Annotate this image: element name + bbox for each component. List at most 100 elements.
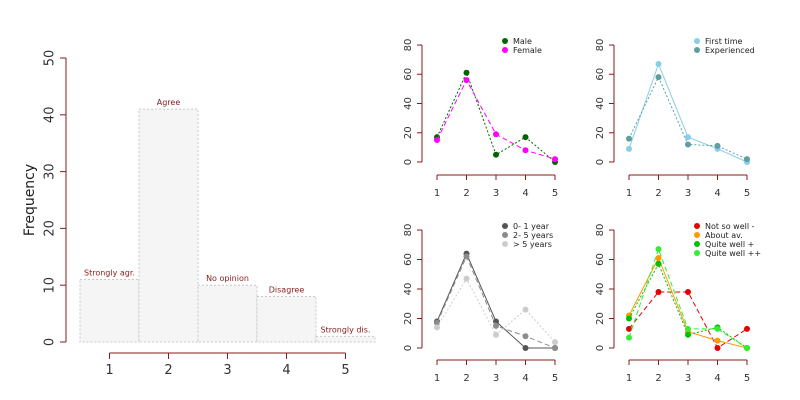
legend-label: 2- 5 years xyxy=(513,231,553,240)
data-point xyxy=(493,151,499,158)
data-point xyxy=(714,345,721,351)
y-tick-label: 30 xyxy=(43,163,58,180)
y-tick-label: 50 xyxy=(43,50,58,67)
x-tick-label: 4 xyxy=(522,188,528,199)
data-point xyxy=(522,345,529,351)
data-point xyxy=(463,275,470,282)
data-point xyxy=(744,325,750,332)
x-tick-label: 4 xyxy=(714,373,720,384)
data-point xyxy=(522,306,529,313)
y-tick-label: 0 xyxy=(43,338,58,346)
x-tick-label: 1 xyxy=(105,363,113,378)
data-point xyxy=(655,61,662,68)
data-point xyxy=(493,322,499,329)
legend-marker xyxy=(502,241,508,247)
series-line xyxy=(628,262,748,349)
legend-label: Quite well ++ xyxy=(705,249,761,258)
x-tick-label: 5 xyxy=(744,373,750,384)
x-tick-label: 1 xyxy=(626,188,632,199)
y-tick-label: 0 xyxy=(403,345,414,351)
legend-marker xyxy=(502,38,508,44)
x-tick-label: 2 xyxy=(463,188,469,199)
legend-label: About av. xyxy=(705,231,743,240)
legend-marker xyxy=(694,250,700,256)
data-point xyxy=(685,331,691,338)
legend-marker xyxy=(502,47,508,53)
y-tick-label: 60 xyxy=(403,68,414,81)
data-point xyxy=(493,331,499,338)
bar xyxy=(315,335,376,343)
data-point xyxy=(626,334,632,341)
x-tick-label: 3 xyxy=(685,373,691,384)
y-tick-label: 20 xyxy=(403,312,414,325)
bar-label: Strongly dis. xyxy=(321,325,371,334)
data-point xyxy=(626,135,632,142)
x-tick-label: 5 xyxy=(552,373,558,384)
bar xyxy=(256,296,317,343)
legend-label: Quite well + xyxy=(705,240,754,249)
y-tick-label: 60 xyxy=(595,253,606,266)
y-tick-label: 80 xyxy=(595,39,606,52)
legend-marker xyxy=(694,47,700,53)
y-tick-label: 60 xyxy=(403,253,414,266)
data-point xyxy=(685,288,691,295)
legend-marker xyxy=(502,223,508,229)
data-point xyxy=(434,137,440,144)
data-point xyxy=(522,333,529,340)
x-tick-label: 2 xyxy=(655,188,661,199)
bar-label: Strongly agr. xyxy=(84,269,135,278)
data-point xyxy=(463,69,470,76)
y-tick-label: 40 xyxy=(43,107,58,124)
x-tick-label: 5 xyxy=(341,363,349,378)
x-tick-label: 4 xyxy=(522,373,528,384)
data-point xyxy=(655,288,662,295)
x-tick-label: 2 xyxy=(655,373,661,384)
x-tick-label: 5 xyxy=(744,188,750,199)
data-point xyxy=(744,156,750,163)
series-line xyxy=(436,79,556,160)
data-point xyxy=(434,324,440,331)
data-point xyxy=(655,74,662,81)
y-tick-label: 60 xyxy=(595,68,606,81)
y-tick-label: 80 xyxy=(403,39,414,52)
y-tick-label: 10 xyxy=(43,277,58,294)
bar-label: Agree xyxy=(157,98,181,107)
legend-marker xyxy=(694,223,700,229)
data-point xyxy=(714,325,721,332)
bar xyxy=(138,108,199,343)
x-tick-label: 1 xyxy=(434,188,440,199)
legend-marker xyxy=(694,232,700,238)
series-line xyxy=(436,71,556,163)
y-tick-label: 40 xyxy=(595,97,606,110)
data-point xyxy=(463,77,470,84)
data-point xyxy=(552,345,558,351)
x-tick-label: 1 xyxy=(626,373,632,384)
legend-label: Not so well - xyxy=(705,222,755,231)
y-tick-label: 20 xyxy=(403,126,414,139)
x-tick-label: 3 xyxy=(493,373,499,384)
y-tick-label: 80 xyxy=(403,224,414,237)
legend-label: > 5 years xyxy=(513,240,552,249)
data-point xyxy=(626,325,632,332)
bar xyxy=(79,279,140,343)
data-point xyxy=(626,145,632,152)
data-point xyxy=(655,260,662,267)
data-point xyxy=(522,147,529,154)
y-tick-label: 40 xyxy=(403,283,414,296)
legend-label: Male xyxy=(513,37,532,46)
x-tick-label: 3 xyxy=(685,188,691,199)
y-tick-label: 40 xyxy=(403,97,414,110)
x-tick-label: 2 xyxy=(164,363,172,378)
bar xyxy=(197,284,258,343)
y-axis-label: Frequency xyxy=(22,164,38,236)
x-tick-label: 4 xyxy=(714,188,720,199)
bar-label: No opinion xyxy=(206,274,249,283)
data-point xyxy=(714,337,721,344)
data-point xyxy=(744,345,750,351)
legend-label: Experienced xyxy=(705,46,755,55)
x-tick-label: 4 xyxy=(282,363,290,378)
